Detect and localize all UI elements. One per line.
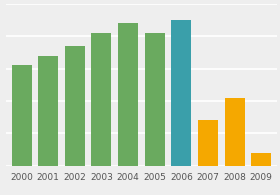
Bar <box>198 121 218 166</box>
Bar <box>171 20 191 166</box>
Bar <box>225 98 245 166</box>
Bar <box>11 65 32 166</box>
Bar <box>251 153 271 166</box>
Bar <box>92 33 111 166</box>
Bar <box>145 33 165 166</box>
Bar <box>65 46 85 166</box>
Bar <box>38 56 58 166</box>
Bar <box>118 23 138 166</box>
